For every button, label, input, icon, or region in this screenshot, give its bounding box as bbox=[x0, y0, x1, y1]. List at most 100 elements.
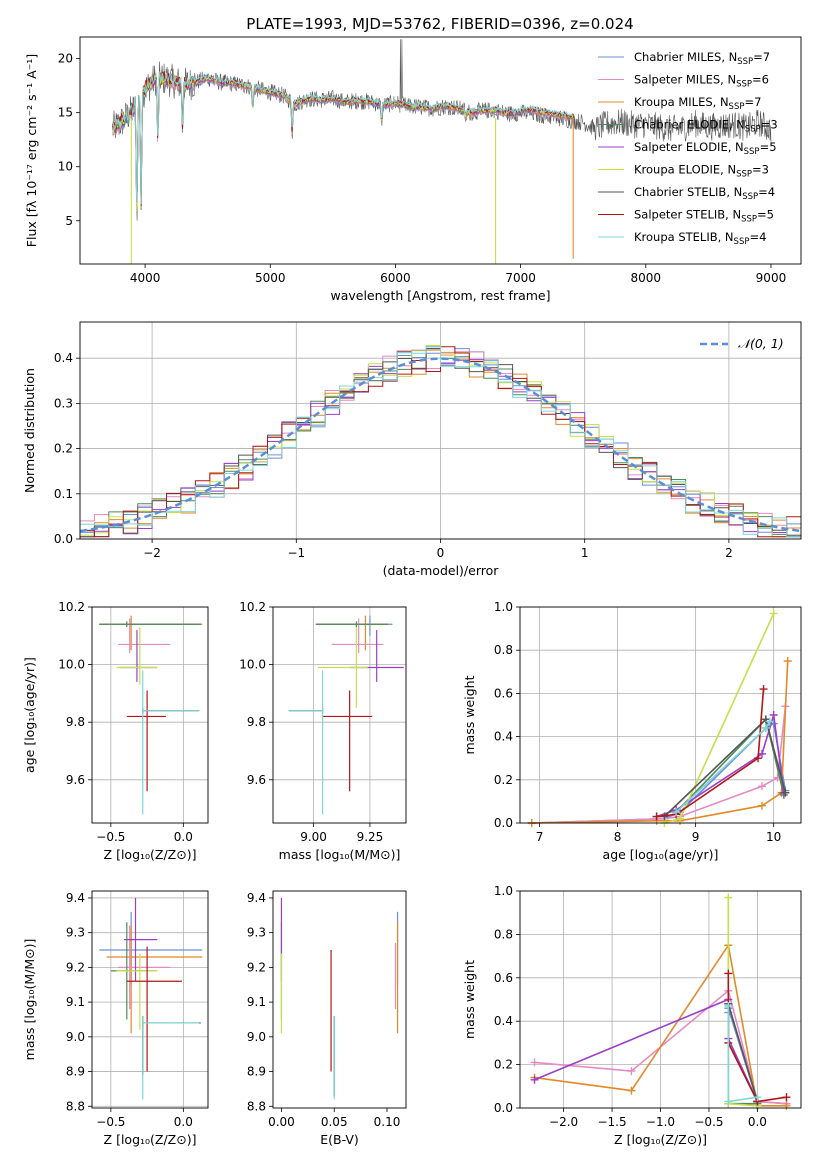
plot-frame bbox=[272, 890, 407, 1109]
x-tick-label: 0.10 bbox=[374, 1115, 401, 1129]
series-marker bbox=[757, 749, 766, 758]
x-tick-label: 0.00 bbox=[268, 1115, 295, 1129]
plot-frame bbox=[91, 890, 209, 1109]
series-marker bbox=[676, 814, 685, 823]
legend-label: Kroupa ELODIE, NSSP=3 bbox=[634, 163, 769, 180]
gauss-curve bbox=[79, 357, 802, 533]
y-tick-label: 8.9 bbox=[247, 1065, 266, 1079]
x-tick-label: −0.5 bbox=[694, 1115, 723, 1129]
series-line bbox=[727, 1003, 759, 1102]
y-tick-label: 9.2 bbox=[247, 960, 266, 974]
y-tick-label: 10.0 bbox=[58, 658, 85, 672]
panel-mass_z: −0.5 0.0 8.8 8.9 9.0 9.1 9.2 9.3 9.4 Z [log₁₀(Z/Z… bbox=[22, 890, 209, 1147]
series-marker bbox=[627, 1067, 636, 1076]
x-tick-label: 0 bbox=[437, 546, 445, 560]
series-marker bbox=[765, 717, 774, 726]
y-tick-label: 0.0 bbox=[494, 1101, 513, 1115]
y-tick-label: 0.4 bbox=[494, 730, 513, 744]
x-axis-label: Z [log₁₀(Z/Z⊙)] bbox=[104, 1132, 197, 1147]
x-tick-label: 9 bbox=[692, 830, 700, 844]
y-tick-label: 9.6 bbox=[66, 773, 85, 787]
legend-label: Salpeter STELIB, NSSP=5 bbox=[634, 208, 774, 225]
y-tick-label: 15 bbox=[58, 106, 73, 120]
panel-age_z: −0.5 0.0 9.6 9.8 10.0 10.2 Z [log₁₀(Z/Z⊙)] age … bbox=[22, 600, 209, 862]
y-axis-label: age [log₁₀(age/yr)] bbox=[22, 657, 37, 773]
x-tick-label: 9.00 bbox=[300, 830, 327, 844]
panel-age_mass: 9.00 9.25 9.6 9.8 10.0 10.2 mass [log₁₀(M/M⊙)] bbox=[239, 600, 407, 862]
series-marker bbox=[652, 812, 661, 821]
series-marker bbox=[724, 1097, 733, 1106]
plot-content bbox=[112, 39, 772, 264]
plot-content bbox=[280, 897, 399, 1100]
y-axis-label: Normed distribution bbox=[22, 368, 37, 493]
legend-label: Kroupa STELIB, NSSP=4 bbox=[634, 230, 766, 247]
spectrum-legend: Chabrier MILES, NSSP=7 Salpeter MILES, NS… bbox=[598, 50, 778, 247]
plot-content bbox=[527, 609, 792, 827]
x-tick-label: 10 bbox=[766, 830, 781, 844]
plot-content bbox=[288, 615, 404, 815]
legend-label: 𝒩(0, 1) bbox=[738, 336, 784, 351]
series-marker bbox=[754, 754, 763, 763]
x-tick-label: 7 bbox=[536, 830, 544, 844]
y-tick-label: 8.8 bbox=[66, 1099, 85, 1113]
x-tick-label: −1.0 bbox=[646, 1115, 675, 1129]
y-tick-label: 20 bbox=[58, 52, 73, 66]
plot-content bbox=[79, 345, 802, 538]
legend-label: Chabrier ELODIE, NSSP=3 bbox=[634, 118, 778, 135]
y-tick-label: 0.6 bbox=[494, 686, 513, 700]
series-marker bbox=[627, 1086, 636, 1095]
x-axis-label: age [log₁₀(age/yr)] bbox=[603, 847, 719, 862]
histogram-step-line bbox=[80, 346, 801, 538]
y-tick-label: 9.8 bbox=[66, 715, 85, 729]
series-marker bbox=[783, 657, 792, 665]
y-axis-label: Flux [fλ 10⁻¹⁷ erg cm⁻² s⁻¹ A⁻¹] bbox=[24, 54, 39, 247]
series-line bbox=[656, 689, 765, 818]
x-tick-label: 5000 bbox=[255, 271, 286, 285]
legend-label: Chabrier MILES, NSSP=7 bbox=[634, 50, 770, 67]
plot-frame bbox=[519, 890, 802, 1109]
series-marker bbox=[724, 969, 733, 978]
plot-frame bbox=[91, 606, 209, 824]
plot-area bbox=[273, 891, 406, 1108]
y-tick-label: 0.6 bbox=[494, 971, 513, 985]
x-tick-label: 9.25 bbox=[357, 830, 384, 844]
figure-title: PLATE=1993, MJD=53762, FIBERID=0396, z=0… bbox=[246, 15, 633, 33]
plot-area bbox=[520, 607, 801, 823]
series-marker bbox=[757, 801, 766, 810]
x-tick-label: 0.0 bbox=[174, 830, 193, 844]
x-tick-label: −2.0 bbox=[549, 1115, 578, 1129]
x-axis-label: Z [log₁₀(Z/Z⊙)] bbox=[614, 1132, 707, 1147]
y-tick-label: 10.2 bbox=[58, 600, 85, 614]
y-axis-label: mass weight bbox=[462, 960, 477, 1039]
x-axis-label: (data-model)/error bbox=[383, 563, 500, 578]
series-marker bbox=[724, 893, 733, 902]
plot-frame bbox=[272, 606, 407, 824]
plot-frame bbox=[79, 321, 802, 540]
x-tick-label: 8000 bbox=[631, 271, 662, 285]
y-tick-label: 10.0 bbox=[239, 658, 266, 672]
plot-content bbox=[99, 615, 203, 815]
y-tick-label: 10 bbox=[58, 160, 73, 174]
residual-legend: 𝒩(0, 1) bbox=[700, 336, 784, 351]
series-marker bbox=[769, 609, 778, 618]
y-tick-label: 8.8 bbox=[247, 1099, 266, 1113]
series-marker bbox=[753, 1093, 762, 1102]
y-tick-label: 9.4 bbox=[247, 891, 266, 905]
y-tick-label: 10.2 bbox=[239, 600, 266, 614]
panels: 4000 5000 6000 7000 8000 90005101520wavelengt… bbox=[22, 36, 802, 1147]
y-tick-label: 0.0 bbox=[494, 816, 513, 830]
y-tick-label: 1.0 bbox=[494, 600, 513, 614]
y-tick-label: 9.2 bbox=[66, 960, 85, 974]
y-tick-label: 1.0 bbox=[494, 884, 513, 898]
y-tick-label: 9.0 bbox=[247, 1030, 266, 1044]
x-axis-label: Z [log₁₀(Z/Z⊙)] bbox=[104, 847, 197, 862]
y-tick-label: 0.4 bbox=[494, 1014, 513, 1028]
y-tick-label: 0.2 bbox=[494, 1058, 513, 1072]
legend-label: Salpeter ELODIE, NSSP=5 bbox=[634, 140, 777, 157]
plot-area bbox=[273, 607, 406, 823]
x-tick-label: 4000 bbox=[130, 271, 161, 285]
series-marker bbox=[782, 1093, 791, 1102]
series-marker bbox=[782, 1101, 791, 1110]
y-tick-label: 0.2 bbox=[54, 442, 73, 456]
legend-label: Chabrier STELIB, NSSP=4 bbox=[634, 185, 775, 202]
